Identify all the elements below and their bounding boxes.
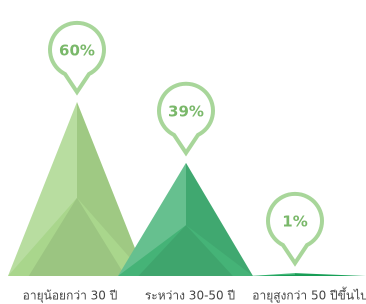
value-label: 60%: [59, 42, 95, 60]
category-label: ระหว่าง 30-50 ปี: [145, 289, 235, 303]
value-label: 39%: [168, 102, 204, 120]
peak: [118, 163, 253, 276]
peak: [250, 273, 366, 276]
value-label: 1%: [282, 213, 307, 231]
category-label: อายุสูงกว่า 50 ปีขึ้นไป: [252, 287, 366, 304]
category-label: อายุน้อยกว่า 30 ปี: [23, 289, 118, 304]
peak: [8, 102, 146, 276]
chart: 60% อายุน้อยกว่า 30 ปี 39% ระหว่าง 30-50 ปี…: [0, 0, 366, 304]
